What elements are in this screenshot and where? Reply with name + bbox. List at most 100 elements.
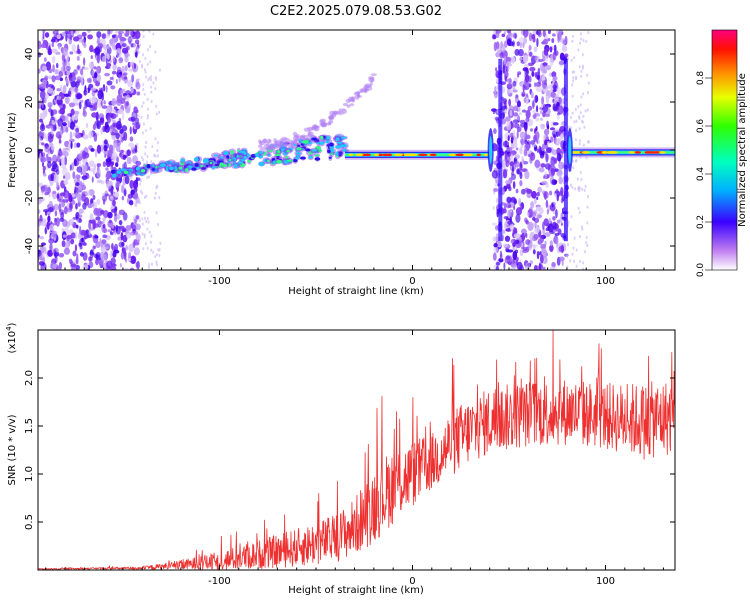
noise-speckle	[52, 64, 55, 73]
noise-speckle	[128, 68, 133, 72]
noise-speckle	[528, 242, 532, 251]
signal-blob	[112, 173, 117, 178]
noise-speckle	[125, 225, 132, 231]
noise-speckle	[47, 133, 54, 143]
noise-speckle	[62, 190, 69, 199]
noise-speckle	[100, 100, 103, 107]
noise-speckle	[38, 209, 41, 214]
noise-speckle	[516, 41, 521, 47]
noise-speckle	[503, 100, 507, 110]
noise-speckle	[144, 152, 147, 156]
noise-speckle	[118, 220, 123, 226]
tone-peak	[628, 151, 635, 154]
signal-blob	[127, 171, 131, 176]
noise-speckle	[92, 123, 96, 131]
noise-speckle	[109, 144, 114, 153]
noise-speckle	[38, 182, 44, 188]
noise-speckle	[60, 211, 65, 220]
noise-speckle	[536, 213, 542, 219]
snr-xtick-label: -100	[208, 576, 231, 587]
noise-speckle	[118, 32, 123, 39]
noise-speckle	[536, 191, 540, 197]
tone-inner	[570, 151, 675, 154]
colorbar-gradient	[712, 30, 737, 270]
noise-speckle	[548, 30, 551, 35]
noise-speckle	[561, 44, 568, 53]
signal-blob	[250, 154, 257, 158]
noise-speckle	[79, 252, 84, 257]
noise-speckle	[541, 103, 549, 113]
noise-speckle	[543, 134, 546, 140]
tone-peak	[373, 153, 379, 157]
noise-speckle	[54, 75, 62, 81]
noise-speckle	[56, 88, 61, 92]
noise-speckle	[506, 83, 513, 90]
noise-speckle	[498, 257, 504, 263]
noise-speckle	[574, 138, 577, 142]
noise-speckle	[102, 223, 106, 229]
noise-speckle	[513, 136, 518, 143]
noise-speckle	[524, 74, 530, 83]
noise-speckle	[491, 170, 499, 179]
noise-speckle	[578, 65, 581, 69]
noise-speckle	[145, 140, 148, 144]
noise-speckle	[573, 259, 576, 263]
branch-speckle	[347, 96, 354, 102]
noise-speckle	[514, 154, 521, 160]
noise-speckle	[539, 110, 543, 115]
snr-axes: -100 0 100 0.5 1.0 1.5 2.0	[24, 330, 675, 587]
noise-speckle	[506, 182, 511, 190]
noise-speckle	[54, 68, 59, 75]
noise-speckle	[499, 43, 506, 53]
noise-speckle	[519, 119, 526, 124]
noise-speckle	[572, 166, 575, 170]
noise-speckle	[103, 100, 106, 105]
noise-speckle	[90, 203, 95, 208]
noise-speckle	[521, 93, 525, 97]
noise-speckle	[62, 199, 69, 203]
noise-speckle	[538, 58, 544, 63]
noise-speckle	[121, 112, 125, 121]
noise-speckle	[46, 220, 50, 231]
noise-speckle	[49, 243, 53, 251]
noise-speckle	[552, 222, 556, 227]
noise-speckle	[558, 161, 565, 170]
signal-blob	[258, 154, 264, 159]
noise-speckle	[547, 223, 554, 233]
noise-speckle	[525, 134, 531, 140]
signal-blob	[288, 147, 293, 151]
noise-speckle	[515, 147, 519, 151]
noise-speckle	[60, 156, 65, 166]
signal-blob	[169, 166, 174, 171]
noise-speckle	[542, 30, 546, 37]
noise-speckle	[102, 161, 107, 168]
noise-speckle	[508, 98, 511, 107]
noise-speckle	[51, 145, 55, 151]
noise-speckle	[575, 158, 578, 163]
noise-speckle	[92, 166, 96, 176]
noise-speckle	[495, 265, 500, 270]
branch-speckle	[295, 134, 300, 138]
tone-peak	[467, 153, 474, 157]
noise-speckle	[533, 222, 536, 228]
snr-panel: -100 0 100 0.5 1.0 1.5 2.0 Height of straight …	[5, 322, 676, 596]
noise-speckle	[544, 232, 551, 237]
signal-blob	[180, 158, 186, 162]
noise-speckle	[552, 84, 557, 90]
noise-speckle	[88, 130, 93, 139]
noise-speckle	[539, 251, 542, 256]
noise-speckle	[150, 160, 153, 164]
noise-speckle	[75, 203, 78, 210]
noise-speckle	[571, 111, 574, 115]
noise-speckle	[91, 90, 96, 97]
signal-blob	[230, 150, 234, 155]
noise-speckle	[552, 122, 559, 126]
noise-speckle	[97, 89, 104, 100]
noise-speckle	[527, 105, 533, 111]
noise-speckle	[129, 126, 132, 135]
noise-speckle	[61, 240, 66, 248]
noise-speckle	[105, 106, 112, 114]
noise-speckle	[567, 125, 570, 129]
noise-speckle	[495, 261, 501, 266]
noise-speckle	[116, 52, 120, 57]
